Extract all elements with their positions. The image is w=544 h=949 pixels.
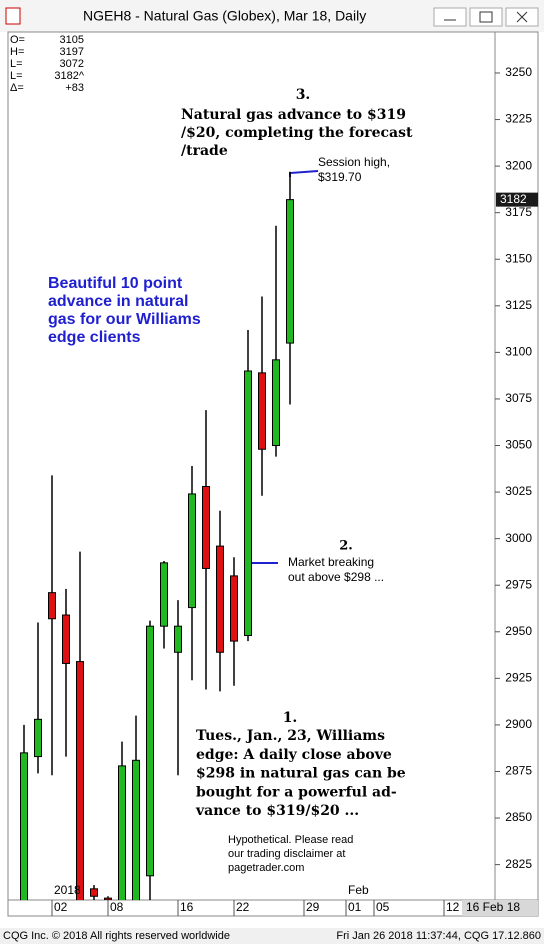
- annotation-text: vance to $319/$20 ...: [195, 803, 359, 819]
- annotations: 3. Natural gas advance to $319 /$20, compl…: [48, 87, 413, 874]
- y-tick-label: 3225: [505, 112, 532, 126]
- annotation-text: edge: A daily close above: [196, 747, 392, 763]
- y-tick-label: 3250: [505, 65, 532, 79]
- last-price-label: 3182: [500, 192, 527, 206]
- x-tick-label: 01: [348, 900, 362, 914]
- candle-body: [118, 765, 126, 900]
- ohlc-value: 3182^: [54, 70, 84, 82]
- candle-body: [230, 575, 238, 642]
- y-tick-label: 3050: [505, 438, 532, 452]
- x-tick-label: 05: [376, 900, 390, 914]
- annotation-text: out above $298 ...: [288, 570, 384, 584]
- candle-body: [62, 614, 70, 664]
- ohlc-label: H=: [10, 46, 24, 58]
- ohlc-value: 3105: [60, 34, 84, 46]
- annotation-text: $298 in natural gas can be: [196, 766, 406, 782]
- annotation-text: Beautiful 10 point: [48, 275, 183, 292]
- month-label: Feb: [348, 883, 369, 897]
- annotation-text: gas for our Williams: [48, 311, 201, 328]
- candle-body: [188, 493, 196, 609]
- candle-body: [76, 661, 84, 900]
- annotation-number: 2.: [339, 539, 353, 554]
- date-box: [462, 900, 538, 916]
- ohlc-value: +83: [65, 82, 84, 94]
- y-tick-label: 3200: [505, 158, 532, 172]
- y-tick-label: 2925: [505, 671, 532, 685]
- y-tick-label: 3150: [505, 251, 532, 265]
- annotation-text: Session high,: [318, 155, 390, 169]
- minimize-button[interactable]: [433, 7, 467, 27]
- annotation-number: 3.: [296, 87, 311, 103]
- y-tick-label: 2975: [505, 577, 532, 591]
- y-tick-label: 3100: [505, 345, 532, 359]
- x-tick-label: 02: [54, 900, 68, 914]
- app-icon: [5, 7, 21, 25]
- y-tick-label: 3000: [505, 531, 532, 545]
- year-label: 2018: [54, 883, 81, 897]
- annotation-text: advance in natural: [48, 293, 189, 310]
- x-tick-label: 12: [446, 900, 460, 914]
- close-icon: [516, 11, 528, 23]
- date-box-label: 16 Feb 18: [466, 900, 520, 914]
- annotation-text: bought for a powerful ad-: [196, 784, 397, 800]
- candle-body: [90, 888, 98, 897]
- window-title: NGEH8 - Natural Gas (Globex), Mar 18, Da…: [83, 8, 366, 24]
- y-tick-label: 2825: [505, 857, 532, 871]
- candle-body: [48, 592, 56, 620]
- ohlc-value: 3072: [60, 58, 84, 70]
- y-tick-label: 2850: [505, 810, 532, 824]
- annotation-text: Natural gas advance to $319: [181, 107, 406, 123]
- ohlc-label: L=: [10, 70, 23, 82]
- status-bar: [0, 928, 544, 944]
- maximize-button[interactable]: [469, 7, 503, 27]
- candles: [20, 171, 294, 900]
- footer-left: CQG Inc. © 2018 All rights reserved worl…: [3, 930, 230, 942]
- y-tick-label: 2900: [505, 717, 532, 731]
- candle-body: [132, 759, 140, 900]
- candle-body: [160, 562, 168, 627]
- candle-body: [258, 372, 266, 450]
- ohlc-label: O=: [10, 34, 25, 46]
- maximize-icon: [479, 11, 493, 23]
- y-tick-label: 3025: [505, 484, 532, 498]
- candle-body: [20, 752, 28, 900]
- x-tick-label: 16: [180, 900, 194, 914]
- annotation-text: $319.70: [318, 170, 362, 184]
- y-tick-label: 2875: [505, 764, 532, 778]
- y-tick-label: 2950: [505, 624, 532, 638]
- y-tick-label: 3075: [505, 391, 532, 405]
- candle-body: [202, 485, 210, 569]
- ohlc-label: L=: [10, 58, 23, 70]
- y-tick-label: 3175: [505, 205, 532, 219]
- x-tick-label: 29: [306, 900, 320, 914]
- annotation-text: Market breaking: [288, 555, 374, 569]
- footer-right: Fri Jan 26 2018 11:37:44, CQG 17.12.860: [336, 930, 541, 942]
- candle-body: [146, 625, 154, 877]
- candle-body: [244, 370, 252, 637]
- annotation-number: 1.: [283, 710, 298, 726]
- annotation-text: Hypothetical. Please read: [228, 834, 353, 846]
- last-price-box: [496, 192, 538, 207]
- candle-body: [286, 199, 294, 344]
- ohlc-label: Δ=: [10, 82, 24, 94]
- annotation-text: pagetrader.com: [228, 862, 304, 874]
- candle-body: [34, 718, 42, 758]
- x-tick-label: 08: [110, 900, 124, 914]
- candle-body: [272, 359, 280, 447]
- annotation-text: /trade: [181, 143, 228, 159]
- x-tick-label: 22: [236, 900, 250, 914]
- annotation-text: our trading disclaimer at: [228, 848, 345, 860]
- ohlc-value: 3197: [60, 46, 84, 58]
- candle-body: [216, 545, 224, 653]
- chart-frame: [7, 31, 539, 917]
- y-tick-label: 3125: [505, 298, 532, 312]
- annotation-text: edge clients: [48, 329, 141, 346]
- candle-body: [174, 625, 182, 653]
- annotation-text: /$20, completing the forecast: [181, 125, 413, 141]
- annotation-text: Tues., Jan., 23, Williams: [196, 728, 385, 744]
